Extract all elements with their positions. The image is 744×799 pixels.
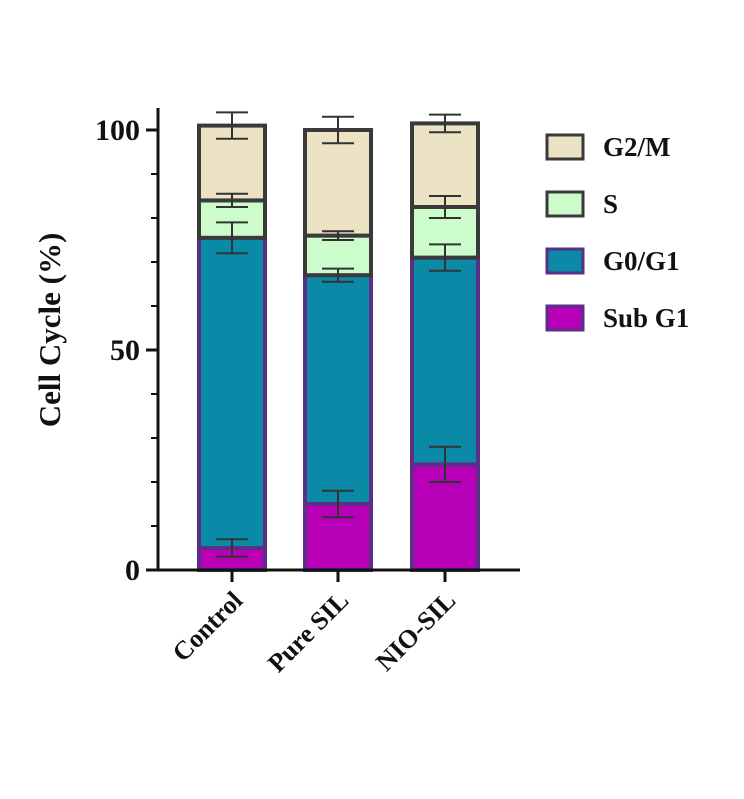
y-tick-label: 100 <box>95 114 140 147</box>
error-bar <box>216 221 248 255</box>
axes-layer <box>156 108 520 572</box>
y-tick-label: 0 <box>125 554 140 587</box>
error-bar <box>429 445 461 483</box>
legend-item: G0/G1 <box>545 246 680 276</box>
bar-segment-g2-m <box>410 121 480 209</box>
bar-segment-g0-g1 <box>303 273 373 507</box>
legend-label: G2/M <box>603 132 671 162</box>
legend-label: S <box>603 189 618 219</box>
error-bars-layer <box>216 111 461 558</box>
error-bar <box>322 115 354 145</box>
error-bar <box>322 267 354 283</box>
error-bar <box>322 230 354 241</box>
x-category-label: Control <box>167 586 248 667</box>
legend-item: G2/M <box>545 132 671 162</box>
legend-swatch <box>545 190 585 218</box>
bar-segment-g0-g1 <box>410 255 480 467</box>
error-bar <box>322 489 354 519</box>
error-bar <box>429 195 461 219</box>
y-ticks-layer: 0 50 100 <box>95 114 158 587</box>
bar-segment-g0-g1 <box>197 235 267 551</box>
legend-label: G0/G1 <box>603 246 680 276</box>
error-bar <box>216 192 248 208</box>
y-axis-label: Cell Cycle (%) <box>32 233 67 428</box>
legend: G2/M S G0/G1 Sub G1 <box>545 132 689 333</box>
x-category-label: NIO-SIL <box>370 586 461 677</box>
legend-item: S <box>545 189 618 219</box>
legend-label: Sub G1 <box>603 303 689 333</box>
bar-segment-g2-m <box>303 128 373 238</box>
legend-swatch <box>545 247 585 275</box>
x-labels-layer: Control Pure SIL NIO-SIL <box>167 586 461 678</box>
x-category-label: Pure SIL <box>262 586 354 678</box>
error-bar <box>216 538 248 558</box>
bars-layer <box>197 121 480 582</box>
error-bar <box>429 243 461 272</box>
y-tick-label: 50 <box>110 334 140 367</box>
error-bar <box>429 113 461 134</box>
legend-swatch <box>545 133 585 161</box>
legend-item: Sub G1 <box>545 303 689 333</box>
error-bar <box>216 111 248 140</box>
legend-swatch <box>545 304 585 332</box>
